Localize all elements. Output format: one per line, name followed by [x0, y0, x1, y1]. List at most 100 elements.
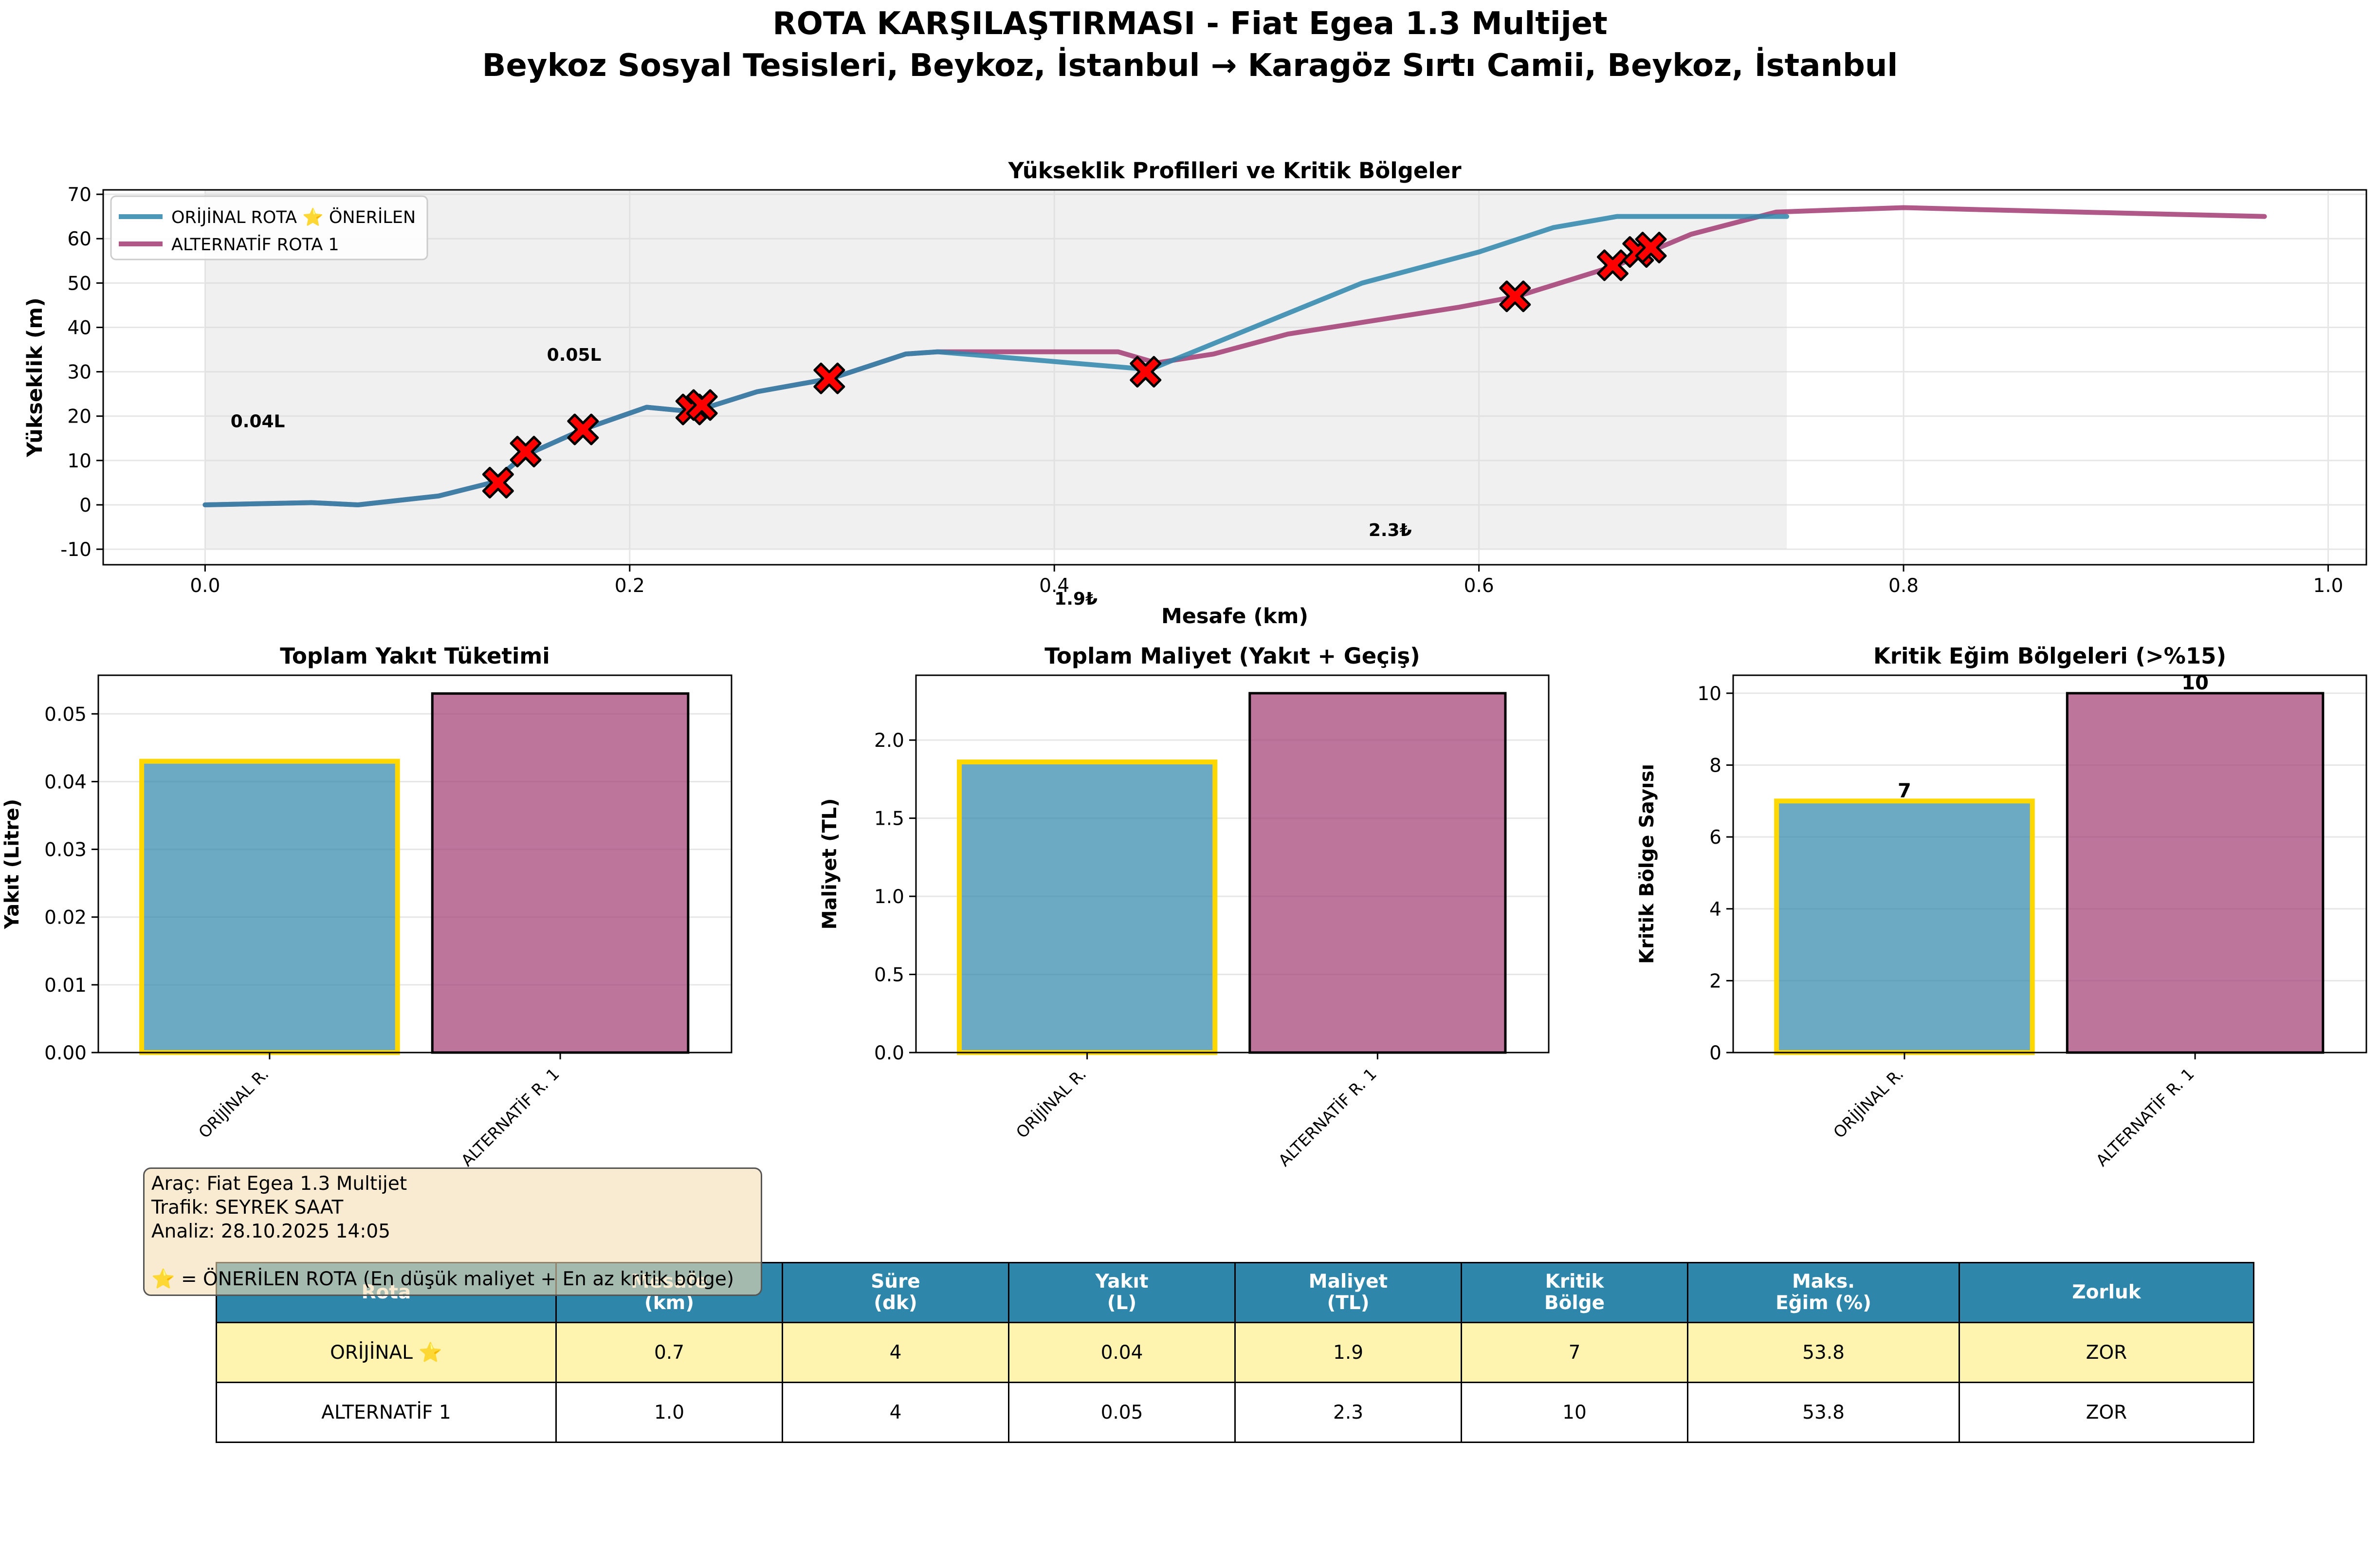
table-cell: ORİJİNAL ⭐ — [216, 1322, 557, 1383]
bar-alternative — [2066, 692, 2325, 1054]
table-cell: 0.04 — [1008, 1322, 1236, 1383]
elevation-x-label: Mesafe (km) — [1161, 604, 1308, 629]
critical-point-marker — [1130, 356, 1162, 388]
legend-box — [110, 195, 428, 260]
bar-alternative — [431, 692, 690, 1054]
table-cell: 4 — [782, 1382, 1009, 1443]
x-tick-label: 0.0 — [190, 575, 220, 597]
y-tick-label: 0.04 — [44, 771, 87, 793]
legend-label: ORİJİNAL ROTA ⭐ ÖNERİLEN — [171, 207, 416, 227]
table-row: ORİJİNAL ⭐ 0.7 4 0.04 1.9 7 53.8 ZOR — [216, 1322, 2254, 1383]
table-cell: ALTERNATİF 1 — [216, 1382, 557, 1443]
x-tick-label: 0.2 — [615, 575, 645, 597]
y-tick-label: 6 — [1709, 827, 1721, 849]
cost-annotation: 0.05L — [547, 345, 602, 365]
bar-original — [139, 758, 400, 1055]
y-tick-label: 60 — [67, 228, 92, 250]
table-cell: 53.8 — [1687, 1382, 1960, 1443]
x-tick-label: 0.6 — [1464, 575, 1494, 597]
y-tick-label: 0.05 — [44, 703, 87, 725]
elevation-y-label: Yükseklik (m) — [23, 297, 47, 458]
header-fuel: Yakıt (L) — [1008, 1262, 1236, 1323]
y-tick-label: 0.02 — [44, 907, 87, 929]
bar-y-label: Yakıt (Litre) — [1, 799, 23, 929]
y-tick-label: 70 — [67, 184, 92, 206]
category-label: ALTERNATİF R. 1 — [458, 1064, 563, 1170]
bar-chart-title: Kritik Eğim Bölgeleri (>%15) — [1873, 643, 2226, 669]
y-tick-label: 1.0 — [874, 886, 904, 908]
critical-point-marker — [1635, 231, 1667, 263]
critical-point-marker — [686, 389, 718, 421]
critical-point-marker — [482, 466, 514, 499]
header-cost: Maliyet (TL) — [1234, 1262, 1462, 1323]
table-row: ALTERNATİF 1 1.0 4 0.05 2.3 10 53.8 ZOR — [216, 1382, 2254, 1443]
cost-annotation: 2.3₺ — [1369, 520, 1412, 540]
table-cell: 53.8 — [1687, 1322, 1960, 1383]
elevation-chart-title: Yükseklik Profilleri ve Kritik Bölgeler — [1007, 158, 1462, 184]
table-cell: 7 — [1461, 1322, 1688, 1383]
elevation-axes-frame — [102, 189, 2367, 566]
y-tick-label: 0.01 — [44, 975, 87, 997]
table-cell: 2.3 — [1234, 1382, 1462, 1443]
y-tick-label: 40 — [67, 317, 92, 339]
x-tick-label: 0.8 — [1888, 575, 1919, 597]
table-cell: 0.7 — [555, 1322, 783, 1383]
y-tick-label: 0.5 — [874, 964, 904, 986]
category-label: ORİJİNAL R. — [1012, 1064, 1090, 1142]
cost-annotation: 1.9₺ — [1054, 589, 1098, 609]
bar-chart-title: Toplam Maliyet (Yakıt + Geçiş) — [1044, 643, 1420, 669]
y-tick-label: -10 — [60, 539, 92, 561]
series-line-original — [202, 214, 1790, 507]
category-label: ALTERNATİF R. 1 — [1275, 1064, 1380, 1170]
header-critical: Kritik Bölge — [1461, 1262, 1688, 1323]
y-tick-label: 0.03 — [44, 839, 87, 861]
y-tick-label: 20 — [67, 406, 92, 428]
info-analysis-date: Analiz: 28.10.2025 14:05 — [151, 1221, 391, 1242]
y-tick-label: 0.00 — [44, 1042, 87, 1064]
y-tick-label: 10 — [67, 450, 92, 472]
header-max-slope: Maks. Eğim (%) — [1687, 1262, 1960, 1323]
bar-y-label: Kritik Bölge Sayısı — [1636, 764, 1658, 964]
figure-title-line1: ROTA KARŞILAŞTIRMASI - Fiat Egea 1.3 Mul… — [772, 6, 1608, 42]
category-label: ORİJİNAL R. — [1830, 1064, 1907, 1142]
critical-point-marker — [1499, 280, 1531, 313]
header-difficulty: Zorluk — [1959, 1262, 2254, 1323]
bar-chart-title: Toplam Yakıt Tüketimi — [280, 643, 549, 669]
y-tick-label: 2 — [1709, 970, 1721, 992]
critical-point-marker — [567, 413, 599, 445]
critical-point-marker — [813, 362, 845, 394]
table-cell: 4 — [782, 1322, 1009, 1383]
bar-axes-frame — [915, 674, 1550, 1054]
y-tick-label: 10 — [1697, 683, 1721, 705]
y-tick-label: 2.0 — [874, 730, 904, 752]
y-tick-label: 4 — [1709, 899, 1721, 921]
table-cell: 1.0 — [555, 1382, 783, 1443]
table-cell: ZOR — [1959, 1322, 2254, 1383]
table-cell: ZOR — [1959, 1382, 2254, 1443]
y-tick-label: 1.5 — [874, 808, 904, 830]
table-cell: 0.05 — [1008, 1382, 1236, 1443]
info-traffic: Trafik: SEYREK SAAT — [151, 1197, 344, 1219]
y-tick-label: 30 — [67, 362, 92, 384]
info-spacer — [151, 1243, 754, 1267]
category-label: ALTERNATİF R. 1 — [2092, 1064, 2198, 1170]
legend-label: ALTERNATİF ROTA 1 — [171, 234, 339, 255]
y-tick-label: 0 — [79, 495, 92, 517]
table-cell: 10 — [1461, 1382, 1688, 1443]
bar-original — [957, 759, 1218, 1055]
x-tick-label: 1.0 — [2313, 575, 2343, 597]
x-tick-label: 0.4 — [1039, 575, 1069, 597]
cost-annotation: 0.04L — [231, 412, 285, 432]
info-box: Araç: Fiat Egea 1.3 Multijet Trafik: SEY… — [143, 1167, 762, 1296]
figure-title-line2: Beykoz Sosyal Tesisleri, Beykoz, İstanbu… — [482, 48, 1898, 84]
bar-alternative — [1248, 692, 1507, 1054]
bar-axes-frame — [97, 674, 732, 1054]
header-duration: Süre (dk) — [782, 1262, 1009, 1323]
bar-y-label: Maliyet (TL) — [819, 798, 841, 930]
y-tick-label: 8 — [1709, 755, 1721, 777]
y-tick-label: 0 — [1709, 1042, 1721, 1064]
bar-axes-frame — [1732, 674, 2367, 1054]
category-label: ORİJİNAL R. — [195, 1064, 272, 1142]
bar-value-label: 7 — [1898, 779, 1911, 802]
